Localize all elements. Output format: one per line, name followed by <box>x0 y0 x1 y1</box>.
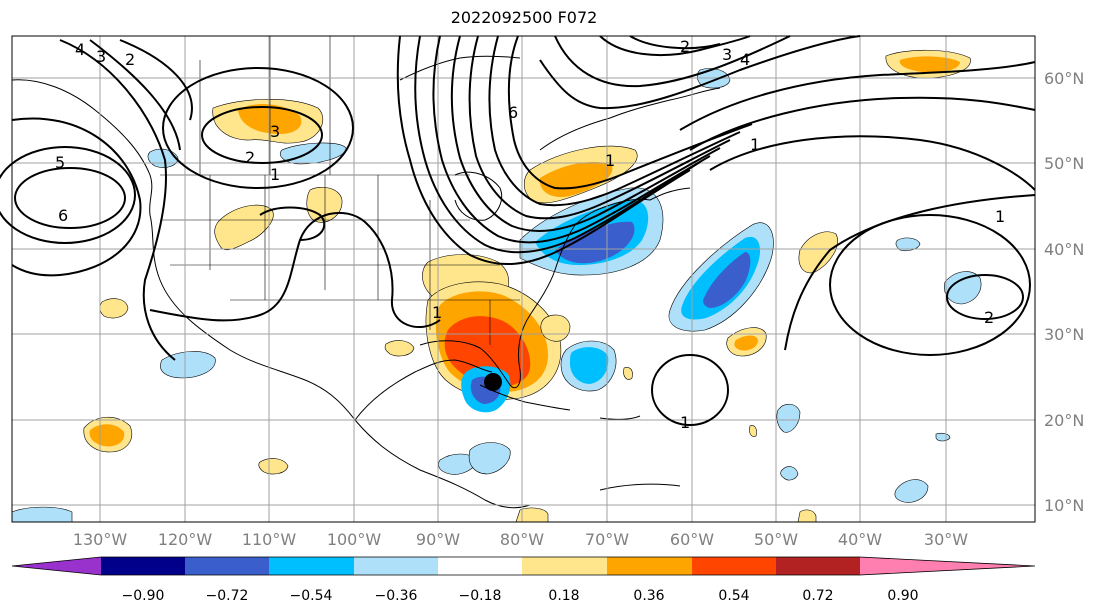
graticule <box>12 36 1035 522</box>
colorbar-tick-label: −0.54 <box>290 588 333 604</box>
colorbar-tick-label: −0.36 <box>375 588 418 604</box>
contour-label: 2 <box>984 308 994 327</box>
contour-label: 1 <box>270 165 280 184</box>
longitude-label: 80°W <box>500 530 544 549</box>
coastlines <box>11 55 721 509</box>
contour-label: 6 <box>508 103 518 122</box>
map-frame <box>11 35 1036 523</box>
colorbar-tick-label: −0.90 <box>122 588 165 604</box>
colorbar-tick-label: 0.36 <box>633 588 664 604</box>
longitude-label: 30°W <box>924 530 968 549</box>
latitude-label: 40°N <box>1044 240 1084 259</box>
latitude-label: 10°N <box>1044 496 1084 515</box>
colorbar-segment <box>860 557 1035 575</box>
latitude-axis: 60°N 50°N 40°N 30°N 20°N 10°N <box>1044 69 1084 515</box>
colorbar-segment <box>12 557 101 575</box>
contour-label: 2 <box>125 50 135 69</box>
map-background <box>12 36 1035 522</box>
colorbar-outline <box>11 556 1036 576</box>
contour-label: 3 <box>96 47 106 66</box>
colorbar-segment <box>269 557 354 575</box>
colorbar-segment <box>101 557 185 575</box>
longitude-label: 40°W <box>838 530 882 549</box>
contour-label: 1 <box>605 151 615 170</box>
colorbar-tick-label: −0.18 <box>459 588 502 604</box>
colorbar-tick-label: 0.54 <box>718 588 749 604</box>
longitude-label: 120°W <box>158 530 213 549</box>
contour-value-labels: 4 3 2 3 2 1 5 6 6 2 3 4 1 1 1 1 2 1 <box>55 37 1005 432</box>
latitude-label: 30°N <box>1044 325 1084 344</box>
colorbar-segment <box>522 557 607 575</box>
contour-label: 1 <box>750 135 760 154</box>
contour-label: 1 <box>680 413 690 432</box>
colorbar-segment <box>692 557 776 575</box>
contour-label: 2 <box>245 148 255 167</box>
contour-label: 1 <box>995 207 1005 226</box>
longitude-label: 90°W <box>416 530 460 549</box>
colorbar-tick-label: 0.90 <box>887 588 918 604</box>
colorbar-segment <box>776 557 860 575</box>
colorbar-tick-label: 0.18 <box>548 588 579 604</box>
latitude-label: 50°N <box>1044 154 1084 173</box>
longitude-axis: 130°W 120°W 110°W 100°W 90°W 80°W 70°W 6… <box>73 530 968 549</box>
contour-label: 4 <box>740 50 750 69</box>
contour-label: 2 <box>680 37 690 56</box>
contour-label: 1 <box>432 303 442 322</box>
longitude-label: 50°W <box>754 530 798 549</box>
latitude-label: 60°N <box>1044 69 1084 88</box>
colorbar-segment <box>185 557 269 575</box>
longitude-label: 130°W <box>73 530 128 549</box>
political-borders <box>160 36 520 345</box>
height-contours <box>0 35 1036 426</box>
colorbar-segment <box>607 557 692 575</box>
map-title: 2022092500 F072 <box>450 8 598 27</box>
colorbar-segment <box>438 557 522 575</box>
longitude-label: 70°W <box>585 530 629 549</box>
contour-label: 3 <box>722 45 732 64</box>
contour-label: 3 <box>270 122 280 141</box>
contour-label: 6 <box>58 206 68 225</box>
longitude-label: 110°W <box>242 530 297 549</box>
colorbar-tick-label: 0.72 <box>802 588 833 604</box>
contour-label: 4 <box>75 40 85 59</box>
colorbar <box>11 556 1036 576</box>
colorbar-ticks: −0.90 −0.72 −0.54 −0.36 −0.18 0.18 0.36 … <box>122 588 919 604</box>
longitude-label: 100°W <box>327 530 382 549</box>
colorbar-segment <box>354 557 438 575</box>
colorbar-tick-label: −0.72 <box>206 588 249 604</box>
storm-center-marker <box>484 373 502 391</box>
longitude-label: 60°W <box>670 530 714 549</box>
latitude-label: 20°N <box>1044 411 1084 430</box>
contour-label: 5 <box>55 153 65 172</box>
